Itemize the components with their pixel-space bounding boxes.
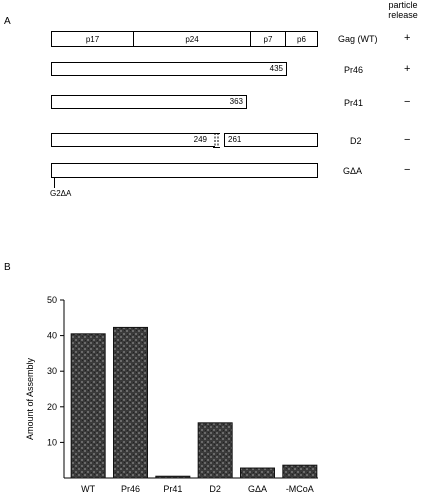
segment-p7: p7 <box>251 32 286 46</box>
y-tick-label: 10 <box>47 437 57 447</box>
construct-name-gda: GΔA <box>343 166 363 176</box>
x-tick-label: Pr46 <box>121 484 140 494</box>
x-tick-label: D2 <box>209 484 221 494</box>
x-tick-label: GΔA <box>248 484 267 494</box>
release-mark-gda: − <box>404 164 411 176</box>
construct-gag-wt-bar: p17 p24 p7 p6 <box>51 31 318 47</box>
construct-pr41-bar: 363 <box>51 95 247 109</box>
segment-p6: p6 <box>297 34 306 44</box>
gda-mutation-tick <box>54 178 55 188</box>
bar-2 <box>155 475 191 479</box>
construct-d2-left-bar: 249 <box>51 133 215 147</box>
d2-left-end-label: 249 <box>193 135 207 144</box>
panel-a-letter: A <box>4 16 11 27</box>
bar-5 <box>282 464 318 479</box>
construct-name-d2: D2 <box>350 136 362 146</box>
y-tick-label: 50 <box>47 295 57 305</box>
release-header: particle release <box>381 0 425 20</box>
segment-p17: p17 <box>52 32 134 46</box>
y-axis-label: Amount of Assembly <box>25 357 35 440</box>
construct-d2-right-bar: 261 <box>224 133 318 147</box>
x-tick-label: Pr41 <box>163 484 182 494</box>
release-header-line1: particle <box>388 0 418 10</box>
pr46-end-label: 435 <box>269 64 283 73</box>
pr41-end-label: 363 <box>229 97 243 106</box>
construct-name-pr46: Pr46 <box>344 65 364 75</box>
release-mark-d2: − <box>404 134 411 146</box>
panel-b-letter: B <box>4 262 11 273</box>
x-tick-label: -MCoA <box>286 484 314 494</box>
construct-name-pr41: Pr41 <box>344 98 364 108</box>
x-tick-label: WT <box>81 484 95 494</box>
construct-name-gag-wt: Gag (WT) <box>338 34 378 44</box>
construct-gda-bar <box>51 163 318 178</box>
d2-deletion-gap <box>213 133 220 148</box>
bar-3 <box>197 422 233 479</box>
bar-1 <box>113 326 148 479</box>
y-tick-label: 40 <box>47 331 57 341</box>
release-mark-pr46: + <box>404 63 411 75</box>
bar-4 <box>240 467 275 479</box>
construct-pr46-bar: 435 <box>51 62 287 76</box>
y-tick-label: 30 <box>47 366 57 376</box>
bar-0 <box>70 333 106 479</box>
release-header-line2: release <box>388 10 418 20</box>
segment-p24: p24 <box>134 32 251 46</box>
release-mark-pr41: − <box>404 96 411 108</box>
y-tick-label: 20 <box>47 402 57 412</box>
gda-mutation-label: G2ΔA <box>50 189 72 198</box>
release-mark-gag-wt: + <box>404 32 411 44</box>
d2-right-start-label: 261 <box>228 135 242 144</box>
